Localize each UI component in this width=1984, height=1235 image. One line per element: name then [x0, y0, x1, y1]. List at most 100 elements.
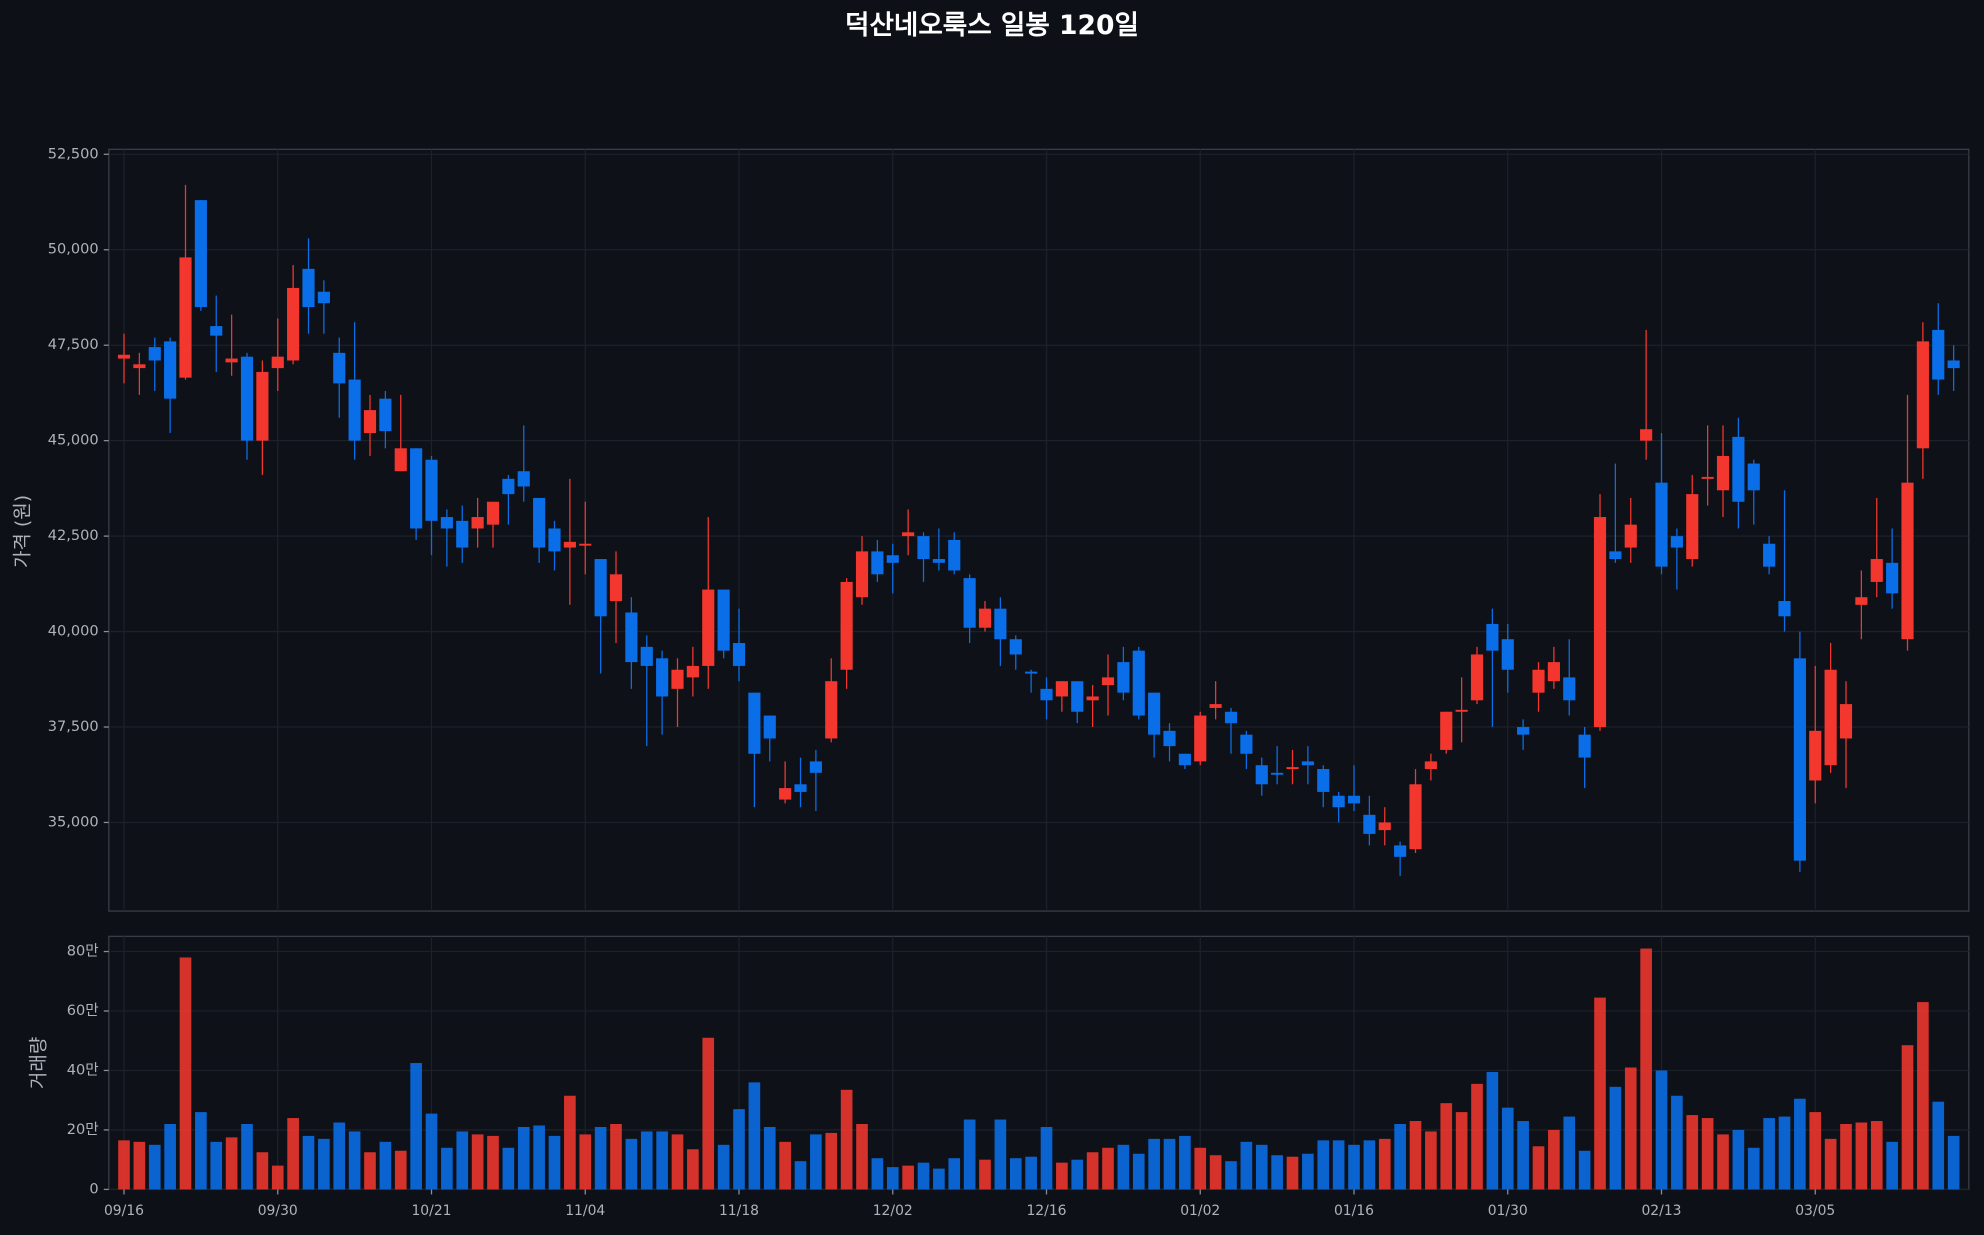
candle-body	[1117, 662, 1130, 693]
volume-bar	[1394, 1123, 1406, 1190]
candle-body	[486, 501, 500, 525]
volume-bar	[1486, 1071, 1499, 1190]
volume-bar	[825, 1132, 838, 1190]
x-tick-label: 02/13	[1641, 1203, 1681, 1219]
candle-body	[1409, 784, 1422, 850]
candle-body	[1716, 455, 1730, 491]
candle-body	[1332, 795, 1345, 808]
volume-bar	[840, 1089, 853, 1190]
volume-bar	[1148, 1138, 1160, 1190]
candle-body	[302, 268, 315, 308]
volume-bar	[779, 1141, 791, 1190]
volume-bar	[610, 1123, 622, 1190]
volume-tick-label: 80만	[67, 943, 99, 960]
x-tick-label: 11/18	[719, 1203, 759, 1219]
volume-bar	[1809, 1112, 1822, 1190]
candle-body	[1101, 677, 1115, 686]
volume-bar	[1040, 1126, 1053, 1190]
candle-body	[1609, 551, 1622, 560]
volume-bar	[1179, 1135, 1191, 1190]
candle-body	[948, 539, 961, 571]
volume-bar	[871, 1158, 884, 1190]
candle-body	[287, 287, 300, 361]
candle-body	[1163, 730, 1176, 747]
candle-body	[609, 574, 623, 602]
volume-bar	[1363, 1140, 1376, 1190]
volume-bar	[241, 1123, 253, 1190]
candle-body	[1809, 730, 1822, 781]
candle-body	[117, 354, 131, 359]
candle-body	[210, 326, 223, 336]
y-tick-label: 47,500	[48, 336, 99, 353]
volume-bar	[1732, 1129, 1745, 1190]
candle-body	[225, 358, 238, 363]
volume-bar	[333, 1122, 346, 1190]
candle-body	[656, 658, 669, 697]
candle-body	[732, 643, 746, 666]
y-tick-label: 50,000	[48, 241, 99, 258]
candle-body	[963, 578, 976, 628]
x-tick-label: 09/30	[258, 1203, 298, 1219]
candle-body	[1901, 482, 1914, 640]
volume-bar	[271, 1165, 284, 1190]
volume-bar	[179, 957, 192, 1190]
candle-body	[840, 581, 853, 670]
candle-body	[1055, 681, 1068, 697]
volume-bar	[364, 1152, 376, 1190]
candle-body	[1886, 562, 1899, 594]
candle-body	[1025, 671, 1038, 674]
volume-bar	[195, 1112, 207, 1190]
volume-bar	[702, 1037, 715, 1190]
candle-body	[1870, 559, 1883, 582]
volume-bar	[1163, 1138, 1176, 1190]
volume-bar	[1747, 1147, 1760, 1190]
volume-bar	[902, 1165, 914, 1190]
candle-body	[1624, 524, 1637, 548]
candle-body	[271, 356, 284, 369]
candle-body	[1132, 650, 1145, 716]
candle-body	[1563, 677, 1576, 701]
volume-bar	[1763, 1118, 1775, 1190]
volume-bar	[1594, 997, 1606, 1190]
volume-axis-label: 거래량	[28, 1037, 50, 1089]
volume-bar	[1302, 1153, 1314, 1190]
candle-body	[748, 692, 761, 754]
volume-bar	[1071, 1159, 1084, 1190]
volume-bar	[1194, 1147, 1207, 1190]
volume-bar	[656, 1131, 668, 1190]
candle-body	[717, 589, 730, 651]
candle-body	[886, 555, 899, 563]
volume-bar	[517, 1126, 530, 1190]
volume-bar	[1409, 1121, 1422, 1190]
volume-bar	[1717, 1134, 1729, 1190]
volume-bar	[533, 1125, 545, 1190]
volume-bar	[256, 1152, 269, 1190]
candle-body	[563, 541, 576, 548]
candle-body	[1440, 711, 1453, 750]
volume-bar	[1701, 1118, 1714, 1190]
volume-bar	[963, 1119, 976, 1190]
candle-body	[394, 448, 407, 472]
candle-body	[1394, 845, 1407, 857]
volume-bar	[1471, 1083, 1483, 1190]
candle-body	[1686, 494, 1699, 560]
volume-bar	[441, 1147, 453, 1190]
candle-body	[625, 612, 638, 663]
volume-bar	[1686, 1115, 1699, 1190]
volume-bar	[1840, 1123, 1852, 1190]
candle-body	[133, 364, 146, 369]
candle-body	[702, 589, 715, 666]
candle-body	[1363, 814, 1376, 834]
x-tick-label: 12/02	[873, 1203, 913, 1219]
volume-bar	[1255, 1144, 1268, 1190]
volume-bar	[1778, 1116, 1791, 1190]
y-tick-label: 45,000	[48, 432, 99, 449]
candle-body	[1732, 436, 1745, 502]
volume-bar	[210, 1141, 223, 1190]
candle-body	[1178, 753, 1191, 766]
volume-bar	[625, 1138, 638, 1190]
candle-body	[686, 665, 699, 678]
candle-body	[1547, 662, 1560, 682]
volume-bar	[1824, 1138, 1837, 1190]
volume-bar	[1563, 1116, 1576, 1190]
